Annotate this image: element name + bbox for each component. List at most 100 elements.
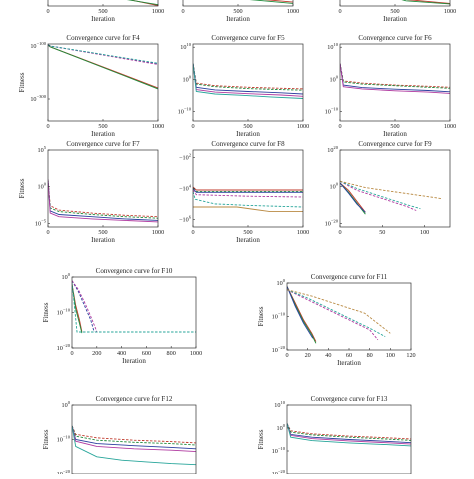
chart-title-f13: Convergence curve for F13 bbox=[311, 395, 388, 403]
chart-title-f6: Convergence curve for F6 bbox=[358, 34, 432, 42]
x-tick-label-f6-2: 1000 bbox=[444, 123, 456, 130]
y-tick-label-f13-1: 100 bbox=[277, 423, 286, 432]
series-line-f4-4 bbox=[48, 44, 158, 65]
chart-f10: Convergence curve for F10 0 200 400 600 800 10… bbox=[42, 267, 202, 365]
y-tick-label-f5-1: 100 bbox=[183, 74, 192, 83]
series-line-f8-5 bbox=[193, 191, 303, 208]
x-tick-label-f4-2: 1000 bbox=[152, 123, 164, 130]
series-line-f5-5 bbox=[193, 63, 303, 99]
chart-f2: 0 500 1000 Iteration bbox=[181, 0, 299, 23]
chart-f8: Convergence curve for F8 0 500 1000 −102 −104… bbox=[179, 140, 309, 244]
series-line-f7-4 bbox=[48, 179, 158, 223]
y-axis-label-f10: Fitness bbox=[42, 302, 50, 322]
series-line-f11-1 bbox=[287, 286, 317, 342]
chart-title-f7: Convergence curve for F7 bbox=[66, 140, 140, 148]
series-line-f4-5 bbox=[48, 44, 158, 64]
series-line-f5-1 bbox=[193, 63, 303, 90]
series-line-f12-1 bbox=[72, 425, 196, 444]
y-tick-label-f13-3: 10−20 bbox=[272, 469, 286, 474]
x-tick-label-f10-2: 400 bbox=[117, 350, 126, 357]
x-tick-label-f9-2: 100 bbox=[420, 229, 429, 236]
y-tick-label-f5-2: 10−10 bbox=[178, 106, 192, 115]
plot-frame-f11 bbox=[286, 282, 412, 351]
x-tick-label-f3-2: 1000 bbox=[444, 8, 456, 15]
x-axis-label-f1: Iteration bbox=[91, 15, 115, 23]
chart-title-f9: Convergence curve for F9 bbox=[358, 140, 432, 148]
series-line-f3-2 bbox=[401, 0, 450, 5]
x-tick-label-f1-0: 0 bbox=[46, 8, 49, 15]
series-group-f2 bbox=[249, 0, 293, 4]
x-tick-label-f11-1: 20 bbox=[305, 352, 311, 359]
x-tick-label-f6-1: 500 bbox=[390, 123, 399, 130]
x-tick-label-f8-1: 500 bbox=[243, 229, 252, 236]
y-tick-label-f7-1: 100 bbox=[38, 182, 47, 191]
y-tick-label-f4-0: 10−100 bbox=[30, 41, 46, 50]
x-tick-label-f8-2: 1000 bbox=[297, 229, 309, 236]
x-tick-label-f2-2: 1000 bbox=[287, 8, 299, 15]
y-tick-label-f12-2: 10−20 bbox=[57, 469, 71, 474]
series-group-f13 bbox=[287, 423, 411, 447]
plot-frame-f6 bbox=[339, 43, 451, 122]
x-tick-label-f3-1: 500 bbox=[390, 8, 399, 15]
series-line-f12-5 bbox=[72, 425, 196, 466]
series-line-f8-6 bbox=[193, 206, 303, 213]
y-axis-label-f11: Fitness bbox=[257, 306, 265, 326]
x-tick-label-f6-0: 0 bbox=[338, 123, 341, 130]
y-tick-label-f12-0: 100 bbox=[62, 400, 71, 409]
x-tick-label-f10-5: 1000 bbox=[190, 350, 202, 357]
series-line-f4-3 bbox=[48, 44, 158, 65]
x-tick-label-f7-1: 500 bbox=[98, 229, 107, 236]
chart-f12: Convergence curve for F12 100 10−10 10−20 Fi… bbox=[42, 395, 197, 478]
y-tick-label-f4-1: 10−300 bbox=[30, 94, 46, 103]
series-line-f6-4 bbox=[340, 63, 450, 94]
series-line-f13-5 bbox=[287, 423, 411, 447]
series-group-f5 bbox=[193, 63, 303, 99]
y-tick-label-f13-0: 1010 bbox=[274, 400, 285, 409]
x-axis-label-f7: Iteration bbox=[91, 236, 115, 244]
series-line-f9-1 bbox=[340, 182, 366, 213]
x-tick-label-f11-6: 120 bbox=[406, 352, 415, 359]
series-line-f2-1 bbox=[264, 0, 293, 3]
x-tick-label-f1-1: 500 bbox=[98, 8, 107, 15]
series-line-f11-3 bbox=[287, 286, 314, 339]
x-tick-label-f11-5: 100 bbox=[386, 352, 395, 359]
y-tick-label-f9-1: 100 bbox=[330, 182, 339, 191]
y-tick-label-f13-2: 10−10 bbox=[272, 446, 286, 455]
chart-f5: Convergence curve for F5 0 500 1000 1010 100 1… bbox=[178, 34, 310, 138]
series-line-f9-6 bbox=[340, 180, 442, 200]
chart-title-f10: Convergence curve for F10 bbox=[96, 267, 173, 275]
series-line-f6-1 bbox=[340, 63, 450, 88]
series-line-f2-2 bbox=[249, 0, 293, 4]
chart-f1: 0 500 1000 Iteration bbox=[46, 0, 164, 23]
y-axis-label-f13: Fitness bbox=[257, 429, 265, 449]
x-tick-label-f5-2: 1000 bbox=[297, 123, 309, 130]
x-tick-label-f2-1: 500 bbox=[233, 8, 242, 15]
y-tick-label-f6-2: 10−10 bbox=[325, 106, 339, 115]
x-tick-label-f4-0: 0 bbox=[46, 123, 49, 130]
x-tick-label-f5-0: 0 bbox=[191, 123, 194, 130]
y-axis-label-f12: Fitness bbox=[42, 429, 50, 449]
plot-frame-f8 bbox=[192, 149, 304, 228]
series-line-f5-2 bbox=[193, 63, 303, 91]
chart-title-f11: Convergence curve for F11 bbox=[311, 273, 388, 281]
x-tick-label-f2-0: 0 bbox=[181, 8, 184, 15]
series-line-f9-4 bbox=[340, 180, 417, 211]
series-line-f7-1 bbox=[48, 179, 158, 218]
series-group-f1 bbox=[126, 0, 158, 6]
x-tick-label-f4-1: 500 bbox=[98, 123, 107, 130]
chart-f7: Convergence curve for F7 0 500 1000 105 100 10… bbox=[18, 140, 164, 244]
series-line-f8-4 bbox=[193, 189, 303, 198]
series-line-f12-2 bbox=[72, 425, 196, 446]
y-tick-label-f5-0: 1010 bbox=[180, 42, 191, 51]
x-tick-label-f11-3: 60 bbox=[346, 352, 352, 359]
y-tick-label-f7-0: 105 bbox=[38, 145, 47, 154]
series-line-f3-1 bbox=[406, 0, 450, 4]
y-tick-label-f10-0: 100 bbox=[62, 272, 71, 281]
series-line-f1-2 bbox=[126, 0, 158, 6]
chart-f11: Convergence curve for F11 0 20 40 60 80 100 120… bbox=[257, 273, 416, 367]
series-line-f11-4 bbox=[287, 289, 379, 341]
chart-title-f5: Convergence curve for F5 bbox=[211, 34, 285, 42]
x-tick-label-f11-2: 40 bbox=[325, 352, 331, 359]
series-line-f10-4 bbox=[72, 280, 98, 333]
series-line-f7-2 bbox=[48, 179, 158, 219]
